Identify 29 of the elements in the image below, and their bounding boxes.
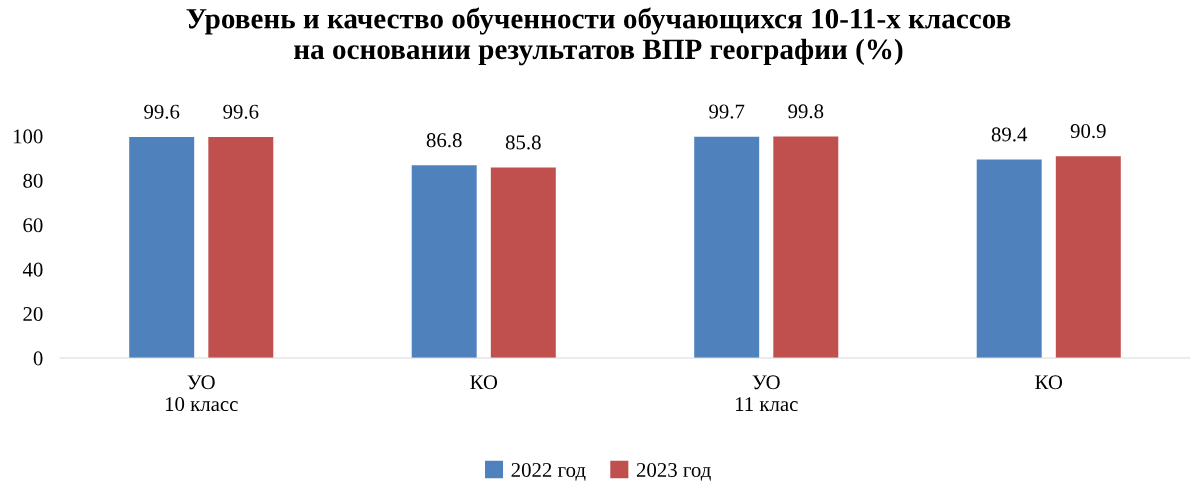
data-label: 86.8 [426,133,462,148]
bar [208,136,274,358]
legend-label: 2022 год [511,462,586,481]
data-label: 85.8 [505,135,541,150]
x-tick-label: УО 10 класс [165,375,238,412]
data-label: 99.7 [709,104,745,119]
bar [129,136,195,358]
y-tick-label: 60 [23,218,43,233]
bar [773,136,839,358]
legend-label: 2023 год [636,462,711,481]
y-tick-label: 20 [23,306,43,322]
y-tick-label: 0 [33,351,43,366]
y-tick-label: 100 [13,129,43,144]
bar [411,165,477,358]
data-label: 99.6 [144,104,180,119]
data-label: 99.8 [788,104,824,119]
x-tick-label: КО [470,375,498,390]
data-label: 90.9 [1070,124,1106,139]
data-label: 89.4 [991,127,1028,142]
data-label: 99.6 [223,104,259,119]
y-tick-label: 80 [23,173,43,188]
y-tick-label: 40 [22,262,43,277]
x-tick-label: УО 11 клас [735,375,798,412]
x-tick-label: КО [1035,375,1063,390]
bar [490,167,556,358]
bar [976,159,1042,358]
bar [694,136,760,358]
chart-title: Уровень и качество обученности обучающихся 10-11-х классов на основании результатов ВПР географии (%) [186,7,1011,66]
bar [1055,156,1121,358]
